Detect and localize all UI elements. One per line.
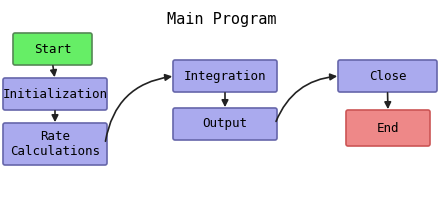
Text: Main Program: Main Program	[167, 12, 277, 27]
FancyBboxPatch shape	[346, 110, 430, 146]
Text: Rate
Calculations: Rate Calculations	[10, 130, 100, 158]
FancyBboxPatch shape	[173, 108, 277, 140]
Text: Integration: Integration	[184, 70, 266, 83]
Text: End: End	[377, 122, 399, 135]
FancyBboxPatch shape	[338, 60, 437, 92]
FancyBboxPatch shape	[13, 33, 92, 65]
FancyBboxPatch shape	[173, 60, 277, 92]
FancyBboxPatch shape	[3, 78, 107, 110]
Text: Output: Output	[202, 117, 247, 130]
Text: Start: Start	[34, 43, 71, 56]
FancyBboxPatch shape	[3, 123, 107, 165]
Text: Close: Close	[369, 70, 406, 83]
Text: Initialization: Initialization	[3, 87, 107, 100]
